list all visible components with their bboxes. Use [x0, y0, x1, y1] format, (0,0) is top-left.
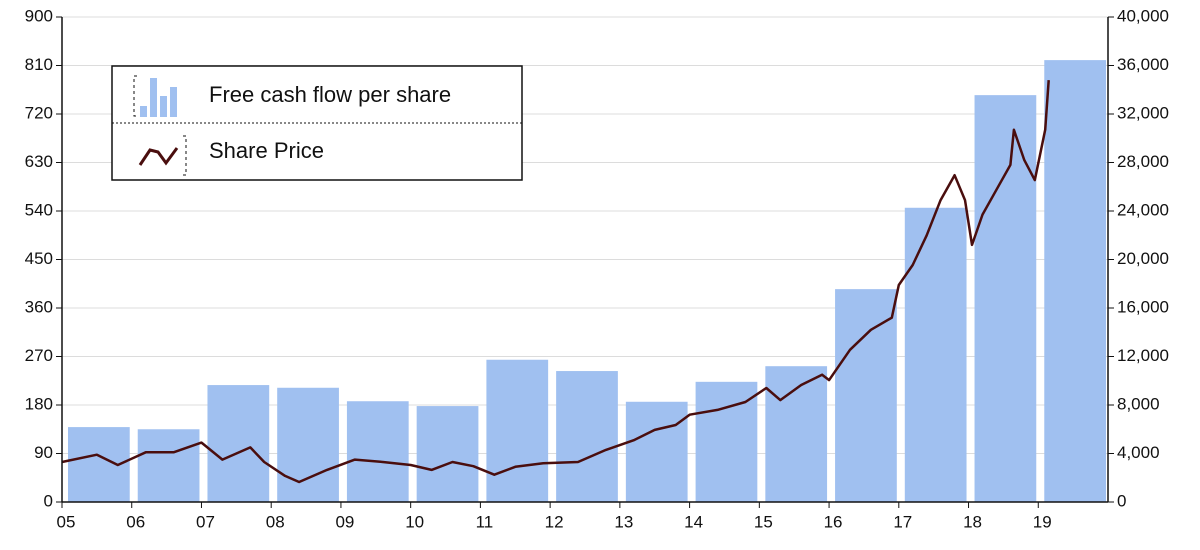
x-tick-label: 10 — [405, 512, 424, 531]
legend-label: Share Price — [209, 138, 324, 163]
y-tick-label: 270 — [25, 346, 53, 365]
y2-tick-label: 40,000 — [1117, 6, 1169, 25]
bar — [207, 385, 270, 502]
y2-tick-label: 24,000 — [1117, 200, 1169, 219]
x-tick-label: 08 — [266, 512, 285, 531]
bar — [904, 207, 967, 502]
y-tick-label: 90 — [34, 443, 53, 462]
y2-tick-label: 20,000 — [1117, 249, 1169, 268]
y-tick-label: 630 — [25, 152, 53, 171]
bar — [346, 401, 409, 502]
y-tick-label: 450 — [25, 249, 53, 268]
x-tick-label: 17 — [893, 512, 912, 531]
plot — [61, 60, 1106, 502]
x-tick-label: 05 — [57, 512, 76, 531]
y2-tick-label: 16,000 — [1117, 297, 1169, 316]
legend-label: Free cash flow per share — [209, 82, 451, 107]
legend-bar-icon — [133, 75, 177, 117]
legend: Free cash flow per share Share Price — [111, 65, 523, 181]
x-tick-label: 15 — [754, 512, 773, 531]
bar — [416, 406, 479, 502]
y-tick-label: 360 — [25, 297, 53, 316]
x-tick-label: 16 — [824, 512, 843, 531]
x-tick-label: 11 — [476, 512, 494, 531]
y2-tick-label: 0 — [1117, 491, 1126, 510]
x-tick-label: 14 — [684, 512, 703, 531]
bar — [277, 387, 339, 502]
x-tick-label: 19 — [1033, 512, 1052, 531]
x-tick-label: 09 — [335, 512, 354, 531]
y-tick-label: 810 — [25, 55, 53, 74]
x-tick-label: 07 — [196, 512, 215, 531]
axes: 09018027036045054063072081090004,0008,00… — [25, 6, 1169, 531]
bar — [974, 95, 1037, 502]
bar — [625, 401, 688, 502]
y-tick-label: 180 — [25, 394, 53, 413]
y2-tick-label: 8,000 — [1117, 394, 1160, 413]
bar — [486, 359, 549, 502]
bar — [556, 371, 618, 502]
bar — [835, 289, 897, 502]
x-tick-label: 18 — [963, 512, 982, 531]
x-tick-label: 12 — [545, 512, 564, 531]
y-tick-label: 720 — [25, 103, 53, 122]
bar — [137, 429, 200, 502]
bar — [765, 366, 828, 502]
y2-tick-label: 4,000 — [1117, 443, 1160, 462]
y2-tick-label: 12,000 — [1117, 346, 1169, 365]
y2-tick-label: 28,000 — [1117, 152, 1169, 171]
legend-line-icon — [138, 135, 187, 176]
y2-tick-label: 36,000 — [1117, 55, 1169, 74]
x-tick-label: 13 — [614, 512, 633, 531]
y-tick-label: 540 — [25, 200, 53, 219]
bar — [1044, 60, 1106, 502]
x-tick-label: 06 — [126, 512, 145, 531]
line — [61, 80, 1050, 484]
y2-tick-label: 32,000 — [1117, 103, 1169, 122]
y-tick-label: 900 — [25, 6, 53, 25]
y-tick-label: 0 — [44, 491, 53, 510]
